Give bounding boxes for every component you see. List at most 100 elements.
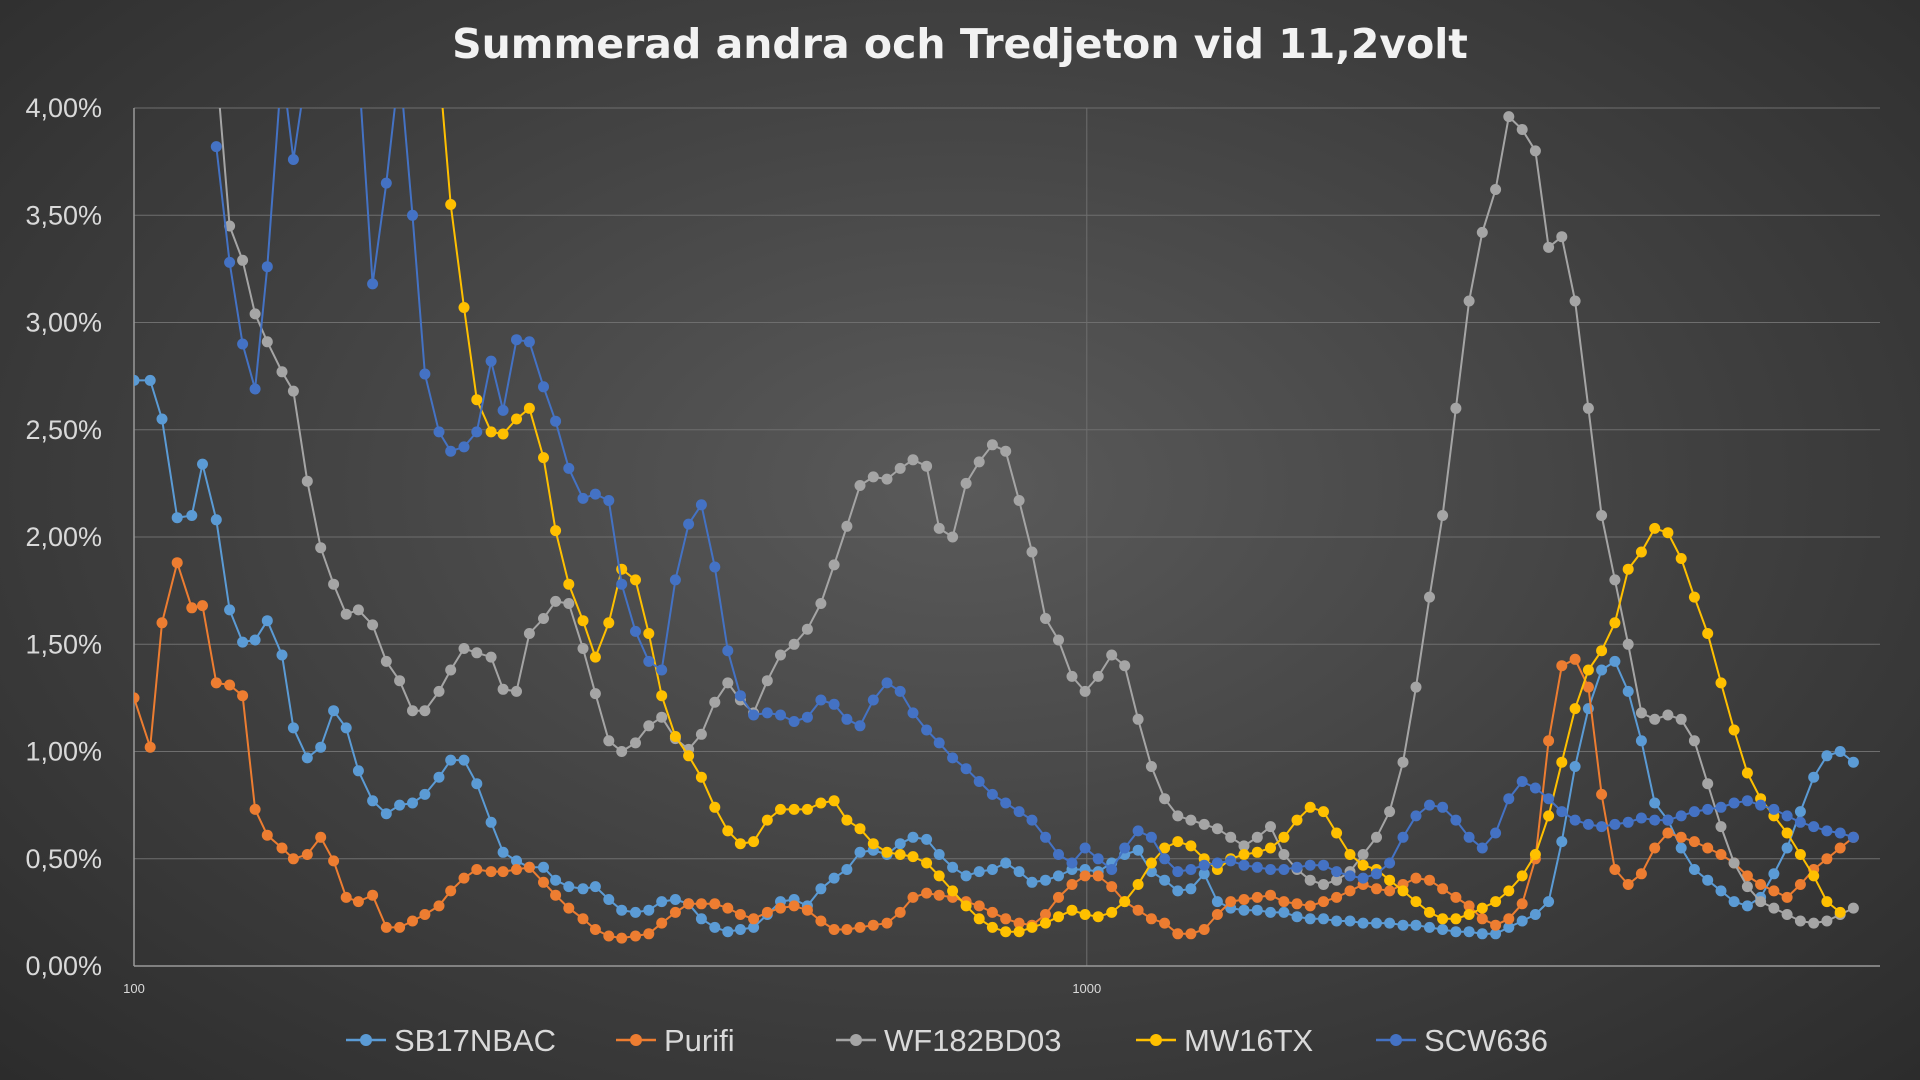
data-point — [1516, 870, 1528, 882]
data-point — [538, 452, 549, 464]
data-point — [511, 334, 522, 346]
data-point — [433, 685, 445, 697]
data-point — [695, 728, 707, 740]
series-lines — [134, 60, 1859, 944]
data-point — [1622, 816, 1634, 828]
legend-item[interactable]: SB17NBAC — [346, 1023, 556, 1058]
data-point — [1344, 849, 1356, 860]
data-point — [577, 643, 589, 654]
data-point — [801, 904, 813, 916]
data-point — [1238, 904, 1250, 916]
legend: SB17NBAC Purifi WF182BD03 MW16TX SCW636 — [346, 1023, 1548, 1058]
data-point — [134, 692, 140, 704]
data-point — [1304, 859, 1316, 871]
data-point — [656, 917, 668, 929]
data-point — [973, 913, 985, 925]
data-point — [1092, 853, 1104, 865]
data-point — [1503, 885, 1515, 897]
legend-item[interactable]: Purifi — [616, 1023, 735, 1058]
data-point — [1476, 226, 1488, 238]
legend-swatch-marker — [630, 1034, 642, 1046]
chart-title: Summerad andra och Tredjeton vid 11,2vol… — [452, 20, 1468, 68]
data-point — [1172, 810, 1184, 822]
data-point — [328, 705, 340, 717]
data-point — [1582, 818, 1594, 830]
data-point — [287, 154, 299, 165]
data-point — [1106, 649, 1118, 661]
data-point — [761, 707, 773, 719]
data-point — [577, 913, 589, 925]
data-point — [1675, 810, 1687, 822]
data-point — [523, 861, 535, 873]
data-point — [1357, 849, 1369, 860]
data-point — [471, 394, 483, 406]
data-point — [471, 647, 483, 659]
data-point — [1304, 913, 1316, 925]
data-point — [1808, 870, 1820, 882]
data-point — [511, 855, 522, 867]
data-point — [722, 825, 734, 837]
data-point — [1013, 926, 1025, 938]
legend-item[interactable]: MW16TX — [1136, 1023, 1314, 1058]
data-point — [933, 849, 945, 860]
data-point — [301, 475, 313, 487]
data-point — [445, 664, 457, 676]
data-point — [1198, 818, 1210, 830]
data-point — [1688, 864, 1700, 875]
data-point — [1291, 861, 1303, 873]
data-point — [1688, 836, 1700, 848]
data-point — [1715, 801, 1727, 813]
data-point — [302, 60, 313, 71]
data-point — [1794, 816, 1806, 828]
data-point — [497, 683, 509, 695]
data-point — [445, 885, 457, 897]
legend-item[interactable]: SCW636 — [1376, 1023, 1548, 1058]
data-point — [881, 473, 893, 485]
data-point — [1357, 859, 1369, 871]
data-point — [1609, 864, 1621, 875]
data-point — [1741, 900, 1753, 912]
data-point — [709, 898, 721, 910]
data-point — [881, 846, 893, 858]
data-point — [589, 881, 601, 893]
legend-label: SCW636 — [1424, 1023, 1548, 1058]
data-point — [973, 866, 985, 878]
data-point — [1503, 921, 1515, 933]
data-point — [1808, 917, 1820, 929]
data-point — [881, 917, 893, 929]
data-point — [1529, 909, 1541, 920]
data-point — [986, 921, 998, 933]
data-point — [1410, 872, 1422, 884]
data-point — [1145, 913, 1157, 925]
data-point — [907, 454, 919, 466]
data-point — [276, 366, 288, 378]
data-point — [577, 615, 589, 627]
data-point — [1053, 849, 1064, 860]
data-point — [1211, 909, 1223, 920]
data-point — [1384, 857, 1396, 869]
data-point — [1741, 795, 1753, 807]
data-point — [1079, 842, 1091, 854]
data-point — [815, 598, 827, 609]
legend-item[interactable]: WF182BD03 — [836, 1023, 1061, 1058]
data-point — [1357, 917, 1369, 929]
data-point — [1371, 868, 1382, 880]
data-point — [921, 833, 933, 845]
data-point — [1834, 746, 1846, 757]
data-point — [1556, 836, 1568, 848]
data-point — [603, 930, 615, 942]
data-point — [563, 462, 575, 474]
y-tick-label: 0,50% — [25, 844, 102, 874]
data-point — [1291, 814, 1303, 826]
data-point — [171, 512, 183, 524]
data-point — [1106, 881, 1118, 893]
data-point — [616, 746, 628, 757]
data-point — [407, 705, 418, 717]
data-point — [1185, 864, 1197, 875]
data-point — [1066, 670, 1078, 682]
data-point — [1450, 891, 1462, 903]
data-point — [1198, 924, 1210, 935]
data-point — [695, 913, 707, 925]
data-point — [394, 799, 406, 811]
data-point — [1794, 849, 1806, 860]
